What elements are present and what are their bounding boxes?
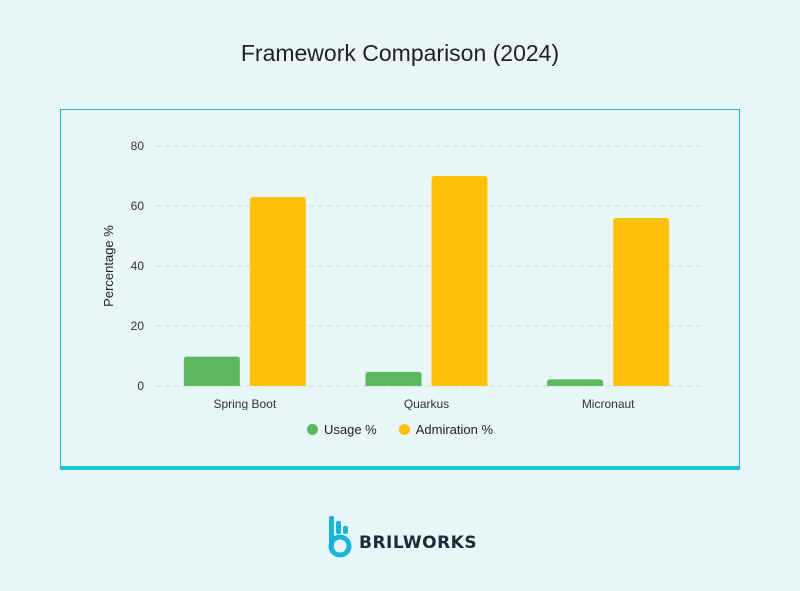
brilworks-logo-icon: [328, 516, 352, 558]
y-tick-label: 20: [131, 319, 145, 333]
y-tick-label: 40: [131, 259, 145, 273]
bar-usage-spring-boot: [183, 356, 240, 386]
bar-admiration-micronaut: [613, 218, 670, 386]
page-title: Framework Comparison (2024): [240, 40, 560, 66]
legend-item-usage: Usage %: [306, 422, 377, 437]
legend-marker-admiration: [398, 424, 410, 435]
bar-usage-micronaut: [547, 379, 604, 386]
x-tick-label: Micronaut: [582, 397, 635, 410]
legend-item-admiration: Admiration %: [398, 422, 494, 437]
bar-usage-quarkus: [365, 371, 422, 386]
x-tick-label: Spring Boot: [213, 397, 276, 410]
bar-chart: 0 20 40 60 80 Percentage % Spring Boot Quarkus M…: [101, 139, 701, 410]
chart-panel: 0 20 40 60 80 Percentage % Spring Boot Quarkus M…: [60, 109, 740, 470]
y-tick-label: 60: [131, 199, 145, 213]
bar-admiration-spring-boot: [249, 197, 306, 386]
y-tick-label: 80: [131, 139, 145, 153]
y-tick-label: 0: [137, 379, 144, 393]
legend-marker-usage: [306, 424, 318, 435]
brand-footer: BRILWORKS: [327, 516, 477, 560]
brand-name: BRILWORKS: [359, 533, 478, 553]
x-tick-label: Quarkus: [404, 397, 449, 410]
bar-admiration-quarkus: [431, 176, 488, 386]
chart-legend: Usage % Admiration %: [61, 422, 739, 437]
legend-label-admiration: Admiration %: [415, 422, 494, 437]
legend-label-usage: Usage %: [323, 422, 377, 437]
y-axis-title: Percentage %: [101, 225, 116, 307]
